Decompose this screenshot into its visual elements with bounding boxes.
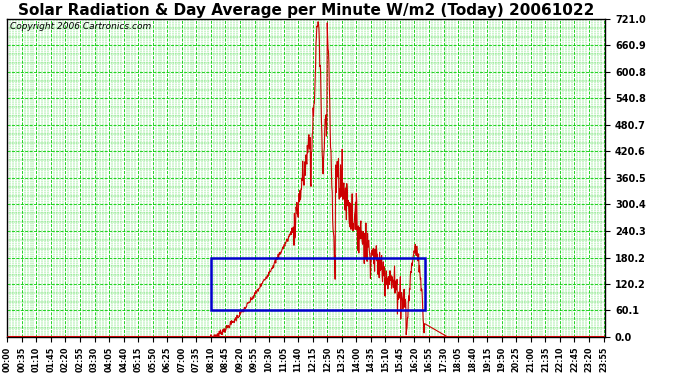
Title: Solar Radiation & Day Average per Minute W/m2 (Today) 20061022: Solar Radiation & Day Average per Minute… <box>18 3 595 18</box>
Text: Copyright 2006 Cartronics.com: Copyright 2006 Cartronics.com <box>10 22 152 31</box>
Bar <box>211 258 425 310</box>
